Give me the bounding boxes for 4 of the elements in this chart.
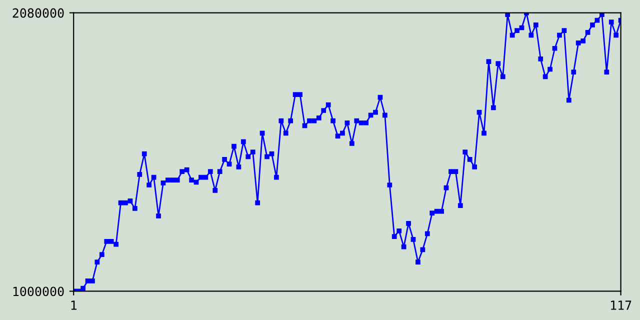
- x-tick-label: 117: [611, 300, 632, 310]
- y-tick-label: 2080000: [12, 8, 64, 18]
- x-tick-label: 1: [71, 300, 77, 310]
- y-tick-label: 1000000: [13, 286, 64, 296]
